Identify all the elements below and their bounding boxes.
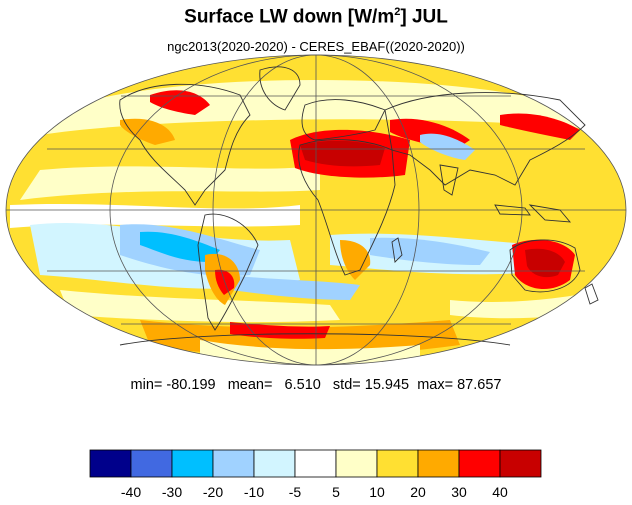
- map-field: [6, 55, 626, 365]
- stat-min-label: min=: [130, 377, 163, 393]
- colorbar-tick-label: 30: [451, 484, 467, 500]
- colorbar-tick-label: 20: [410, 484, 426, 500]
- colorbar-swatch: [294, 449, 337, 478]
- colorbar-tick-label: -20: [203, 484, 223, 500]
- stat-max-label: max=: [417, 377, 454, 393]
- summary-statistics: min= -80.199 mean= 6.510 std= 15.945 max…: [0, 377, 632, 393]
- colorbar-tick-label: 40: [492, 484, 508, 500]
- colorbar-tick-label: -10: [244, 484, 264, 500]
- colorbar-tick-label: -5: [289, 484, 302, 500]
- stat-mean-value: 6.510: [284, 377, 321, 393]
- stat-mean-label: mean=: [227, 377, 273, 393]
- colorbar-swatch: [335, 449, 378, 478]
- plot-title: Surface LW down [W/m2] JUL: [184, 6, 448, 28]
- stat-std-label: std=: [332, 377, 361, 393]
- colorbar-swatch: [212, 449, 255, 478]
- colorbar-swatch: [171, 449, 214, 478]
- colorbar-tick-label: 10: [369, 484, 385, 500]
- plot-subtitle: ngc2013(2020-2020) - CERES_EBAF((2020-20…: [167, 39, 465, 54]
- colorbar-swatch: [89, 449, 132, 478]
- colorbar-swatch: [458, 449, 501, 478]
- stat-max-value: 87.657: [457, 377, 502, 393]
- colorbar-tick-label: 5: [332, 484, 340, 500]
- coastlines: [119, 66, 599, 346]
- graticule: [5, 54, 627, 366]
- stat-std-value: 15.945: [364, 377, 410, 393]
- colorbar-tick-label: -30: [162, 484, 182, 500]
- colorbar-tick-label: -40: [121, 484, 141, 500]
- colorbar-swatch: [417, 449, 460, 478]
- stat-min-value: -80.199: [166, 377, 216, 393]
- colorbar-swatch: [130, 449, 173, 478]
- world-map: [5, 54, 627, 366]
- colorbar-swatch: [253, 449, 296, 478]
- colorbar-swatch: [499, 449, 542, 478]
- colorbar-swatch: [376, 449, 419, 478]
